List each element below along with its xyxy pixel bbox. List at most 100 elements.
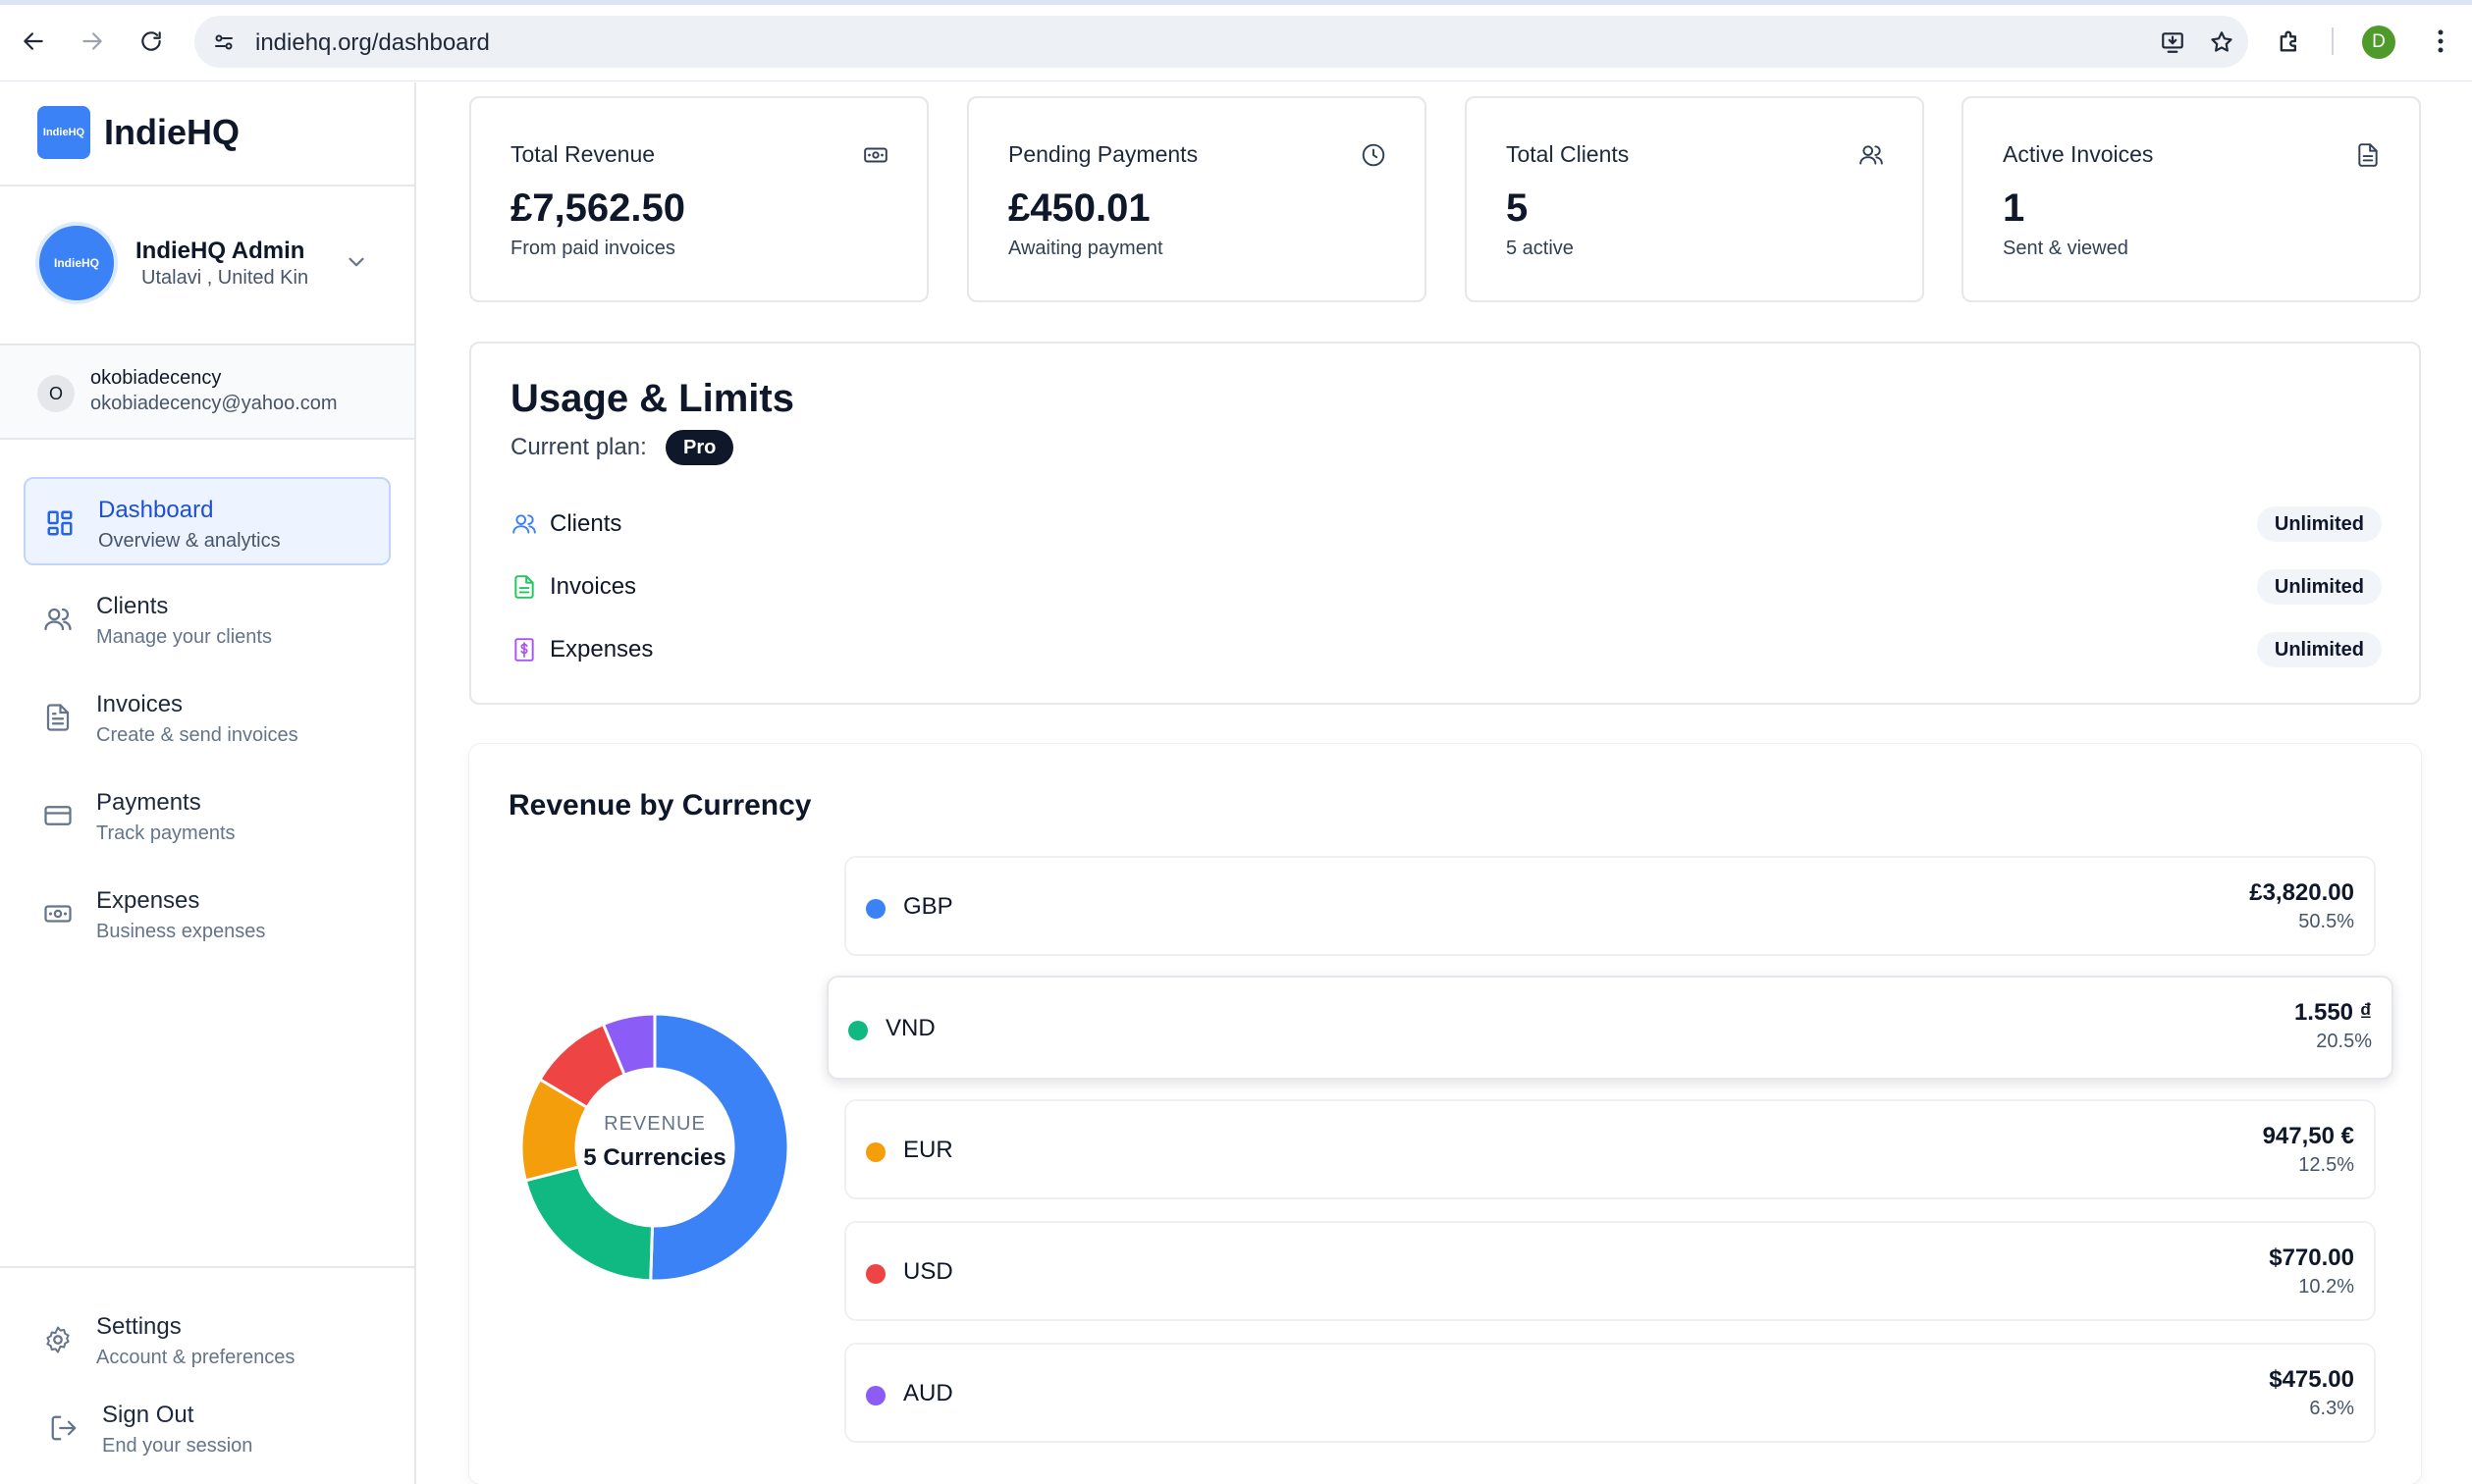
currency-row-gbp[interactable]: GBP £3,820.00 50.5% [844, 856, 2376, 956]
file-icon [41, 701, 75, 734]
currency-percent: 12.5% [2298, 1154, 2354, 1176]
sidebar-item-label: Payments [96, 789, 201, 816]
sidebar-item-description: Create & send invoices [96, 724, 298, 746]
sidebar-item-label: Sign Out [102, 1402, 194, 1428]
organization-location: Utalavi , United Kin [141, 267, 309, 289]
stat-value: 1 [2003, 186, 2025, 230]
donut-slice-aud[interactable] [601, 1012, 657, 1078]
currency-code: USD [903, 1258, 953, 1285]
currency-percent: 20.5% [2316, 1031, 2372, 1052]
usage-row-invoices: Invoices Unlimited [511, 567, 2382, 607]
profile-avatar[interactable]: D [2362, 26, 2395, 59]
currency-amount: $770.00 [2269, 1245, 2354, 1271]
revenue-by-currency-card: Revenue by Currency REVENUE 5 Currencies… [469, 744, 2421, 1484]
sidebar: IndieHQ IndieHQ IndieHQ IndieHQ Admin Ut… [0, 82, 416, 1484]
stat-card-pending-payments: Pending Payments £450.01 Awaiting paymen… [967, 96, 1426, 302]
sidebar-item-label: Expenses [96, 887, 200, 914]
stat-subtitle: From paid invoices [511, 238, 675, 259]
address-bar[interactable]: indiehq.org/dashboard [194, 16, 2248, 68]
credit-card-icon [41, 799, 75, 832]
users-icon [41, 603, 75, 636]
stat-card-total-revenue: Total Revenue £7,562.50 From paid invoic… [469, 96, 929, 302]
donut-center-label: REVENUE [604, 1113, 706, 1135]
brand-name: IndieHQ [104, 112, 241, 152]
revenue-donut-chart: REVENUE 5 Currencies [516, 1009, 793, 1286]
stat-subtitle: Sent & viewed [2003, 238, 2128, 259]
sign-out-button[interactable]: Sign Out End your session [24, 1384, 391, 1472]
toolbar-divider [2332, 27, 2334, 55]
user-name: okobiadecency [90, 367, 222, 389]
sidebar-item-label: Settings [96, 1313, 182, 1340]
usage-limit-badge: Unlimited [2256, 569, 2382, 605]
legend-dot [866, 1142, 886, 1162]
section-title: Usage & Limits [511, 377, 794, 420]
stat-subtitle: 5 active [1506, 238, 1574, 259]
bookmark-star-icon[interactable] [2207, 27, 2236, 57]
sidebar-item-description: Account & preferences [96, 1347, 296, 1368]
currency-percent: 50.5% [2298, 911, 2354, 932]
currency-amount: £3,820.00 [2249, 879, 2354, 906]
donut-slice-gbp[interactable] [649, 1012, 790, 1283]
stat-card-total-clients: Total Clients 5 5 active [1465, 96, 1924, 302]
site-settings-icon[interactable] [210, 28, 238, 56]
currency-row-aud[interactable]: AUD $475.00 6.3% [844, 1343, 2376, 1443]
organization-switcher[interactable]: IndieHQ IndieHQ Admin Utalavi , United K… [35, 222, 389, 304]
brand[interactable]: IndieHQ IndieHQ [37, 106, 240, 159]
sidebar-item-description: Manage your clients [96, 626, 272, 648]
install-app-icon[interactable] [2158, 27, 2187, 57]
organization-name: IndieHQ Admin [135, 238, 305, 264]
sidebar-item-settings[interactable]: Settings Account & preferences [24, 1296, 391, 1384]
user-avatar: O [37, 375, 75, 412]
arrow-left-icon [24, 32, 43, 50]
currency-row-usd[interactable]: USD $770.00 10.2% [844, 1221, 2376, 1321]
stat-value: £450.01 [1008, 186, 1151, 230]
sidebar-item-description: Overview & analytics [98, 530, 281, 552]
extensions-icon[interactable] [2274, 26, 2305, 57]
reload-icon [141, 31, 161, 51]
currency-row-eur[interactable]: EUR 947,50 € 12.5% [844, 1099, 2376, 1199]
sidebar-item-label: Dashboard [98, 497, 214, 523]
organization-avatar: IndieHQ [35, 222, 118, 304]
stat-title: Pending Payments [1008, 141, 1199, 167]
usage-row-expenses: Expenses Unlimited [511, 630, 2382, 669]
sidebar-item-dashboard[interactable]: Dashboard Overview & analytics [24, 477, 391, 565]
sidebar-item-description: Business expenses [96, 921, 266, 942]
currency-code: AUD [903, 1380, 953, 1406]
file-icon [511, 573, 538, 601]
usage-row-clients: Clients Unlimited [511, 504, 2382, 544]
sidebar-item-clients[interactable]: Clients Manage your clients [24, 575, 391, 663]
donut-slice-vnd[interactable] [523, 1165, 655, 1283]
currency-code: EUR [903, 1137, 953, 1163]
banknote-icon [41, 897, 75, 930]
user-account: O okobiadecency okobiadecency@yahoo.com [0, 345, 414, 440]
sidebar-item-expenses[interactable]: Expenses Business expenses [24, 870, 391, 958]
sidebar-item-payments[interactable]: Payments Track payments [24, 771, 391, 860]
back-button[interactable] [14, 22, 53, 61]
legend-dot [848, 1021, 868, 1040]
section-title: Revenue by Currency [509, 789, 812, 822]
usage-label: Invoices [550, 573, 637, 600]
legend-dot [866, 1264, 886, 1284]
currency-percent: 6.3% [2309, 1398, 2354, 1419]
currency-row-vnd[interactable]: VND 1.550 ₫ 20.5% [827, 976, 2393, 1080]
reload-button[interactable] [132, 22, 171, 61]
donut-center-value: 5 Currencies [583, 1144, 726, 1171]
sidebar-item-description: Track payments [96, 822, 236, 844]
sidebar-item-label: Invoices [96, 691, 184, 717]
stat-value: £7,562.50 [511, 186, 685, 230]
currency-amount: 947,50 € [2262, 1123, 2354, 1149]
currency-amount: $475.00 [2269, 1366, 2354, 1393]
usage-limit-badge: Unlimited [2256, 632, 2382, 667]
stat-title: Active Invoices [2003, 141, 2154, 167]
more-menu-icon[interactable] [2425, 26, 2456, 57]
forward-button[interactable] [73, 22, 112, 61]
stat-subtitle: Awaiting payment [1008, 238, 1163, 259]
users-icon [1857, 141, 1885, 169]
user-email: okobiadecency@yahoo.com [90, 393, 338, 414]
dashboard-icon [43, 506, 77, 540]
sidebar-item-invoices[interactable]: Invoices Create & send invoices [24, 673, 391, 762]
chevron-down-icon[interactable] [344, 249, 369, 280]
legend-dot [866, 1386, 886, 1405]
url-text[interactable]: indiehq.org/dashboard [255, 29, 490, 56]
usage-label: Expenses [550, 636, 654, 662]
